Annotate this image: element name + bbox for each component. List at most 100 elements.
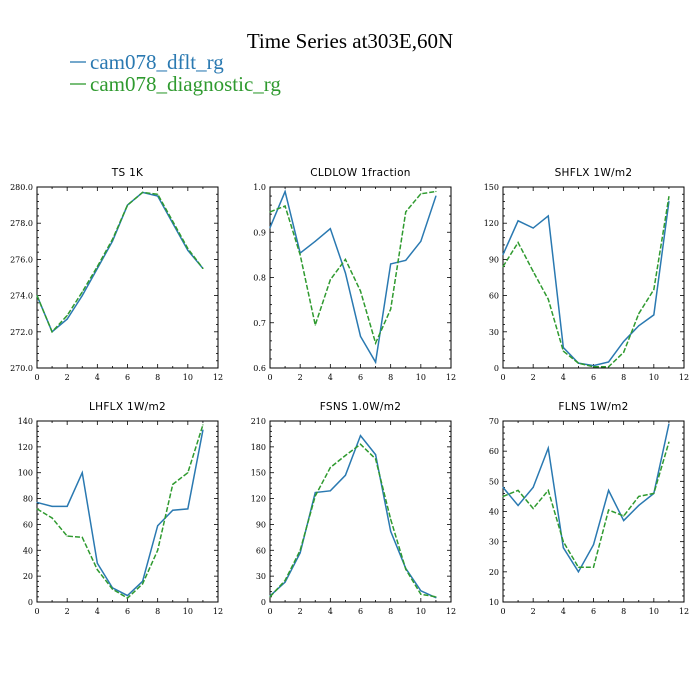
series-line-dflt xyxy=(502,201,670,367)
data-point xyxy=(592,364,595,367)
y-tick-label: 280.0 xyxy=(10,183,33,192)
data-point xyxy=(126,597,129,599)
x-tick-label: 12 xyxy=(213,373,223,382)
y-tick-label: 60 xyxy=(23,520,33,529)
x-tick-label: 12 xyxy=(446,607,456,616)
y-tick-label: 50 xyxy=(489,477,499,486)
y-tick-label: 30 xyxy=(256,572,266,581)
data-point xyxy=(157,549,159,551)
y-tick-label: 90 xyxy=(256,520,266,529)
y-tick-label: 210 xyxy=(251,417,266,426)
data-point xyxy=(36,295,38,297)
data-point xyxy=(623,340,625,343)
data-point xyxy=(374,361,377,363)
data-point xyxy=(502,486,504,488)
y-tick-label: 278.0 xyxy=(10,219,33,228)
data-point xyxy=(157,195,159,197)
legend-label-dflt: cam078_dflt_rg xyxy=(90,50,224,74)
y-tick-label: 0 xyxy=(28,598,33,607)
x-tick-label: 6 xyxy=(358,373,363,382)
data-point xyxy=(547,489,549,491)
data-point xyxy=(638,313,640,315)
y-tick-label: 0.8 xyxy=(253,274,266,283)
x-tick-label: 10 xyxy=(183,607,193,616)
data-point xyxy=(420,590,422,592)
data-point xyxy=(344,474,347,476)
x-tick-label: 0 xyxy=(500,607,505,616)
y-tick-label: 1.0 xyxy=(253,183,266,192)
data-point xyxy=(329,279,331,281)
data-point xyxy=(284,190,286,193)
x-tick-label: 8 xyxy=(155,373,160,382)
y-tick-label: 180 xyxy=(251,443,266,452)
x-tick-label: 6 xyxy=(125,373,130,382)
panel-title-fsns: FSNS 1.0W/m2 xyxy=(320,401,402,413)
x-tick-label: 8 xyxy=(155,607,160,616)
legend-label-diagnostic: cam078_diagnostic_rg xyxy=(90,72,281,96)
data-point xyxy=(405,211,407,213)
data-point xyxy=(623,351,625,353)
data-point xyxy=(420,593,422,595)
data-point xyxy=(314,324,316,326)
data-point xyxy=(623,519,625,522)
data-point xyxy=(532,227,534,229)
figure-title: Time Series at303E,60N xyxy=(247,29,453,53)
data-point xyxy=(592,544,595,546)
data-point xyxy=(51,505,53,507)
data-point xyxy=(547,298,549,300)
data-point xyxy=(141,583,144,585)
data-point xyxy=(607,361,610,363)
x-tick-label: 0 xyxy=(34,373,39,382)
data-point xyxy=(284,579,286,582)
y-tick-label: 150 xyxy=(484,183,499,192)
y-tick-label: 20 xyxy=(23,572,33,581)
x-tick-label: 6 xyxy=(125,607,130,616)
data-point xyxy=(374,454,377,456)
data-point xyxy=(359,443,362,445)
data-point xyxy=(547,447,549,449)
data-point xyxy=(96,266,98,268)
series-line-dflt xyxy=(269,189,437,365)
data-point xyxy=(390,263,392,265)
data-point xyxy=(187,508,189,510)
data-point xyxy=(435,195,437,197)
x-tick-label: 2 xyxy=(298,607,303,616)
data-point xyxy=(344,272,347,274)
data-point xyxy=(172,220,174,222)
y-tick-label: 120 xyxy=(18,443,33,452)
x-tick-label: 0 xyxy=(267,607,272,616)
y-tick-label: 10 xyxy=(489,598,499,607)
data-point xyxy=(344,258,347,260)
data-point xyxy=(435,597,437,599)
data-point xyxy=(126,204,129,206)
data-point xyxy=(374,342,377,344)
data-point xyxy=(532,486,534,488)
y-tick-label: 0 xyxy=(261,598,266,607)
data-point xyxy=(81,291,83,293)
y-tick-label: 80 xyxy=(23,495,33,504)
panel-flns: FLNS 1W/m2 0 2 4 6 8 10 12 10 20 30 40 50 60 70 xyxy=(489,401,689,616)
x-tick-label: 4 xyxy=(95,607,100,616)
data-point xyxy=(435,596,437,598)
x-tick-label: 10 xyxy=(649,373,659,382)
data-point xyxy=(299,254,301,256)
x-tick-label: 6 xyxy=(591,373,596,382)
data-point xyxy=(157,525,159,527)
y-tick-label: 20 xyxy=(489,568,499,577)
series-line-dflt xyxy=(502,423,670,574)
x-tick-label: 4 xyxy=(561,607,566,616)
data-point xyxy=(668,200,670,203)
data-point xyxy=(405,568,407,570)
y-tick-label: 0 xyxy=(494,364,499,373)
data-point xyxy=(359,290,362,292)
data-point xyxy=(66,535,68,537)
data-point xyxy=(562,350,564,352)
data-point xyxy=(51,517,53,519)
y-tick-label: 140 xyxy=(18,417,33,426)
data-point xyxy=(96,267,98,270)
data-point xyxy=(517,220,519,222)
panel-ts: TS 1K 0 2 4 6 8 10 12 270.0 272.0 274.0 276.0 278.0 2… xyxy=(10,167,223,382)
